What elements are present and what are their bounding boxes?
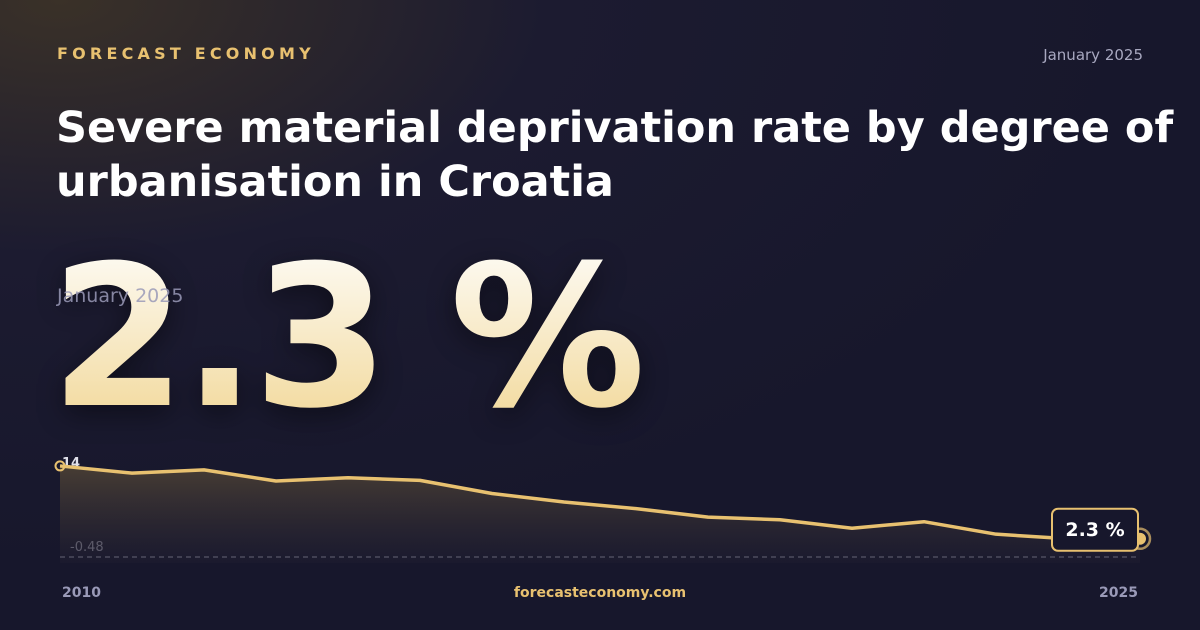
headline-date: January 2025 xyxy=(56,285,183,307)
line xyxy=(59,464,1140,541)
date: January 2025 xyxy=(1042,46,1143,64)
x-tick-label: 2010 xyxy=(62,585,101,601)
footer: forecasteconomy.com xyxy=(514,585,686,601)
brand: FORECAST ECONOMY xyxy=(57,44,315,63)
x-tick-label: 2025 xyxy=(1099,585,1138,601)
area xyxy=(60,465,1140,563)
title: Severe material deprivation rate by degr… xyxy=(56,103,1174,207)
end-label: 2.3 % xyxy=(1065,519,1124,541)
start-marker xyxy=(54,460,66,472)
end-label-box xyxy=(1051,507,1139,552)
headline-value: 2.3 % xyxy=(50,224,642,452)
